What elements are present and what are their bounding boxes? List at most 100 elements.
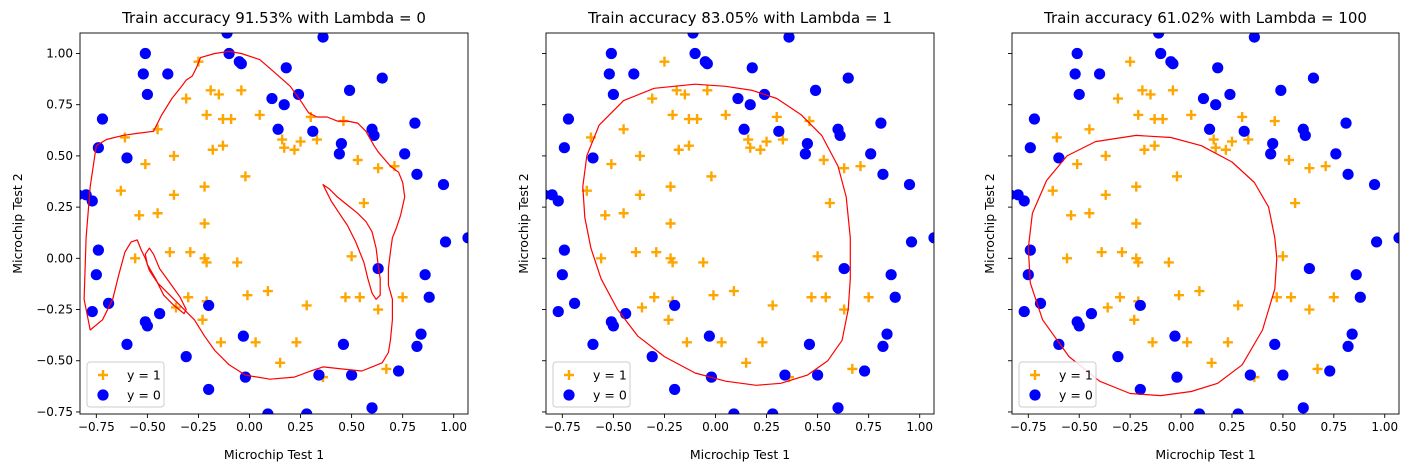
point-y1 bbox=[1220, 144, 1231, 155]
point-y0 bbox=[1024, 142, 1036, 154]
point-y0 bbox=[903, 178, 916, 191]
point-y0 bbox=[767, 408, 779, 414]
point-y1 bbox=[352, 155, 363, 165]
plot-content bbox=[80, 33, 468, 414]
point-y1 bbox=[1304, 163, 1315, 174]
point-y0 bbox=[558, 142, 570, 154]
point-y1 bbox=[647, 93, 658, 104]
point-y0 bbox=[239, 371, 252, 383]
point-y0 bbox=[280, 62, 292, 74]
point-y1 bbox=[1129, 314, 1140, 325]
point-y1 bbox=[250, 337, 261, 348]
point-y1 bbox=[806, 292, 817, 303]
x-tick-label: −0.75 bbox=[78, 420, 115, 434]
decision-boundary bbox=[83, 50, 406, 380]
point-y1 bbox=[1100, 150, 1111, 161]
point-y1 bbox=[289, 144, 300, 155]
x-tick-label: 0.75 bbox=[1320, 420, 1347, 434]
point-y1 bbox=[630, 247, 641, 258]
point-y0 bbox=[415, 328, 427, 340]
point-y1 bbox=[134, 210, 145, 221]
x-tick-label: 0.50 bbox=[338, 420, 365, 434]
point-y0 bbox=[1071, 47, 1083, 60]
legend: y = 1 y = 0 bbox=[552, 361, 631, 408]
point-y0 bbox=[834, 129, 846, 142]
point-y1 bbox=[397, 292, 408, 303]
point-y0 bbox=[858, 365, 871, 377]
point-y1 bbox=[1149, 114, 1160, 125]
point-y0 bbox=[307, 125, 319, 137]
point-y0 bbox=[1303, 262, 1315, 275]
y-tick-label: −0.25 bbox=[36, 303, 73, 317]
point-y1 bbox=[1208, 134, 1219, 145]
point-y1 bbox=[596, 253, 607, 264]
point-y0 bbox=[842, 72, 854, 84]
point-y0 bbox=[86, 305, 98, 318]
point-y0 bbox=[732, 92, 744, 105]
point-y1 bbox=[354, 292, 365, 303]
point-y1 bbox=[277, 134, 288, 145]
point-y0 bbox=[744, 99, 756, 111]
point-y0 bbox=[1212, 62, 1224, 74]
point-y0 bbox=[558, 244, 570, 256]
point-y1 bbox=[254, 109, 265, 120]
point-y1 bbox=[818, 155, 829, 165]
point-y0 bbox=[96, 113, 109, 125]
chart-title: Train accuracy 91.53% with Lambda = 0 bbox=[121, 9, 426, 27]
point-y1 bbox=[706, 171, 717, 182]
point-y0 bbox=[875, 117, 887, 129]
point-y0 bbox=[1307, 72, 1320, 84]
point-y1 bbox=[761, 136, 772, 147]
point-y0 bbox=[728, 408, 740, 414]
point-y0 bbox=[1299, 129, 1311, 142]
point-y1 bbox=[1226, 136, 1237, 147]
point-y0 bbox=[1169, 330, 1181, 342]
x-axis-label: Microchip Test 1 bbox=[224, 447, 324, 462]
point-y0 bbox=[301, 408, 313, 414]
point-y0 bbox=[1022, 269, 1034, 281]
point-y1 bbox=[863, 292, 874, 303]
point-y1 bbox=[1100, 189, 1111, 200]
point-y0 bbox=[1393, 232, 1399, 244]
point-y0 bbox=[409, 117, 421, 129]
point-y0 bbox=[546, 189, 550, 201]
point-y1 bbox=[295, 136, 306, 147]
point-y1 bbox=[757, 337, 768, 348]
x-tick-label: 0.00 bbox=[702, 420, 729, 434]
point-y0 bbox=[317, 33, 329, 43]
point-y0 bbox=[1269, 338, 1281, 350]
y-axis-label: Microchip Test 2 bbox=[982, 173, 997, 273]
point-y0 bbox=[1248, 33, 1260, 43]
point-y0 bbox=[137, 68, 149, 80]
point-y1 bbox=[716, 337, 727, 348]
point-y0 bbox=[1171, 371, 1183, 383]
point-y0 bbox=[1346, 328, 1358, 340]
point-y1 bbox=[683, 114, 694, 125]
point-y0 bbox=[203, 383, 215, 396]
legend-label: y = 0 bbox=[593, 388, 627, 403]
point-y0 bbox=[1018, 305, 1030, 318]
point-y0 bbox=[92, 244, 104, 256]
point-y1 bbox=[1222, 337, 1233, 348]
point-y1 bbox=[1186, 109, 1197, 120]
point-y0 bbox=[366, 402, 378, 414]
point-y1 bbox=[1149, 140, 1160, 151]
point-y1 bbox=[1051, 132, 1062, 143]
point-y1 bbox=[1112, 93, 1123, 104]
point-y1 bbox=[1137, 85, 1148, 96]
point-y0 bbox=[333, 148, 345, 160]
point-y0 bbox=[162, 68, 174, 80]
axes-frame bbox=[545, 32, 935, 415]
point-y1 bbox=[207, 144, 218, 155]
point-y0 bbox=[646, 351, 658, 363]
point-y0 bbox=[738, 123, 750, 135]
point-y0 bbox=[703, 330, 715, 342]
point-y1 bbox=[1084, 208, 1095, 219]
point-y1 bbox=[683, 140, 694, 151]
point-y0 bbox=[1267, 138, 1279, 150]
point-y0 bbox=[1265, 148, 1277, 160]
legend-marker-y0 bbox=[97, 389, 109, 401]
plot-area: −0.75 −0.50 −0.25 0.00 0.25 0.50 0.75 1.00 y = 1… bbox=[1008, 32, 1400, 434]
point-y0 bbox=[437, 178, 450, 191]
x-tick-label: −0.75 bbox=[1010, 420, 1047, 434]
